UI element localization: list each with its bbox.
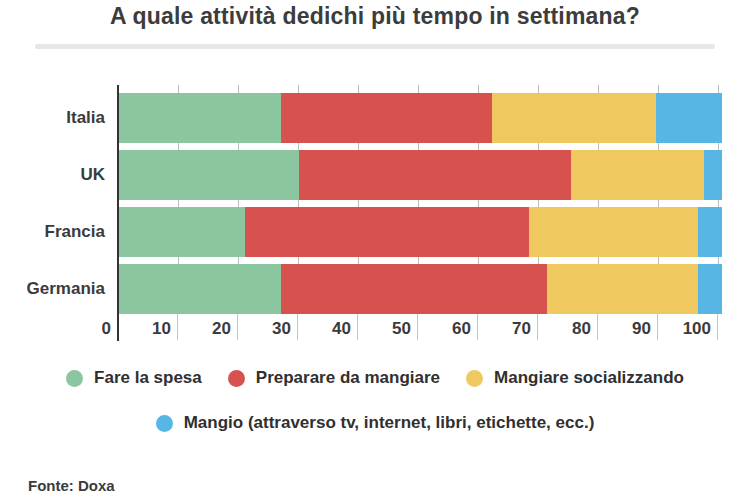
legend-swatch-icon [228,370,245,387]
x-axis-tick [597,314,598,340]
bar-segment [698,207,722,257]
legend-swatch-icon [466,370,483,387]
x-axis-tick [237,314,238,340]
legend-item: Mangio (attraverso tv, internet, libri, … [156,413,595,433]
legend-item: Fare la spesa [66,368,202,388]
y-axis-line [117,85,119,341]
legend-item: Mangiare socializzando [466,368,684,388]
x-axis-tick [477,314,478,340]
category-label: Francia [0,221,105,243]
bar-segment [698,264,722,314]
x-axis-tick [357,314,358,340]
x-axis-label: 30 [241,317,291,341]
bar-segment [571,150,704,200]
bar-segment [118,150,299,200]
category-label: UK [0,164,105,186]
bar-row-italia [118,93,722,143]
chart-page: A quale attività dedichi più tempo in se… [0,0,750,500]
bar-row-germania [118,264,722,314]
category-label: Germania [0,278,105,300]
bar-row-uk [118,150,722,200]
x-axis-label: 80 [541,317,591,341]
bar-segment [704,150,722,200]
plot-area [118,85,722,314]
x-axis-label: 0 [61,317,111,341]
legend-swatch-icon [66,370,83,387]
legend-label: Mangiare socializzando [494,368,684,388]
x-axis-tick [717,314,718,340]
source-note: Fonte: Doxa [28,477,115,494]
bar-segment [118,93,281,143]
chart-title: A quale attività dedichi più tempo in se… [0,3,750,30]
legend-row-2: Mangio (attraverso tv, internet, libri, … [0,413,750,433]
legend-item: Preparare da mangiare [228,368,440,388]
category-label: Italia [0,107,105,129]
bar-segment [118,264,281,314]
legend-row-1: Fare la spesa Preparare da mangiare Mangia… [0,368,750,388]
x-axis-tick [537,314,538,340]
x-axis-label: 90 [601,317,651,341]
x-axis-label: 60 [421,317,471,341]
x-axis-label: 20 [181,317,231,341]
legend-swatch-icon [156,415,173,432]
x-axis-label: 40 [301,317,351,341]
x-axis-label: 50 [361,317,411,341]
bar-segment [547,264,698,314]
x-axis-label: 10 [121,317,171,341]
legend-label: Preparare da mangiare [256,368,440,388]
bar-segment [281,264,547,314]
x-axis-label: 100 [661,317,711,341]
bar-segment [529,207,698,257]
bar-segment [281,93,492,143]
bar-segment [245,207,529,257]
x-axis-tick [417,314,418,340]
legend-label: Mangio (attraverso tv, internet, libri, … [184,413,595,433]
bar-segment [299,150,571,200]
x-axis-tick [657,314,658,340]
x-axis-label: 70 [481,317,531,341]
bar-segment [492,93,655,143]
x-axis-tick [297,314,298,340]
bar-segment [118,207,245,257]
bar-segment [656,93,722,143]
x-axis-tick [177,314,178,340]
bar-row-francia [118,207,722,257]
legend-label: Fare la spesa [94,368,202,388]
title-divider [35,44,715,49]
